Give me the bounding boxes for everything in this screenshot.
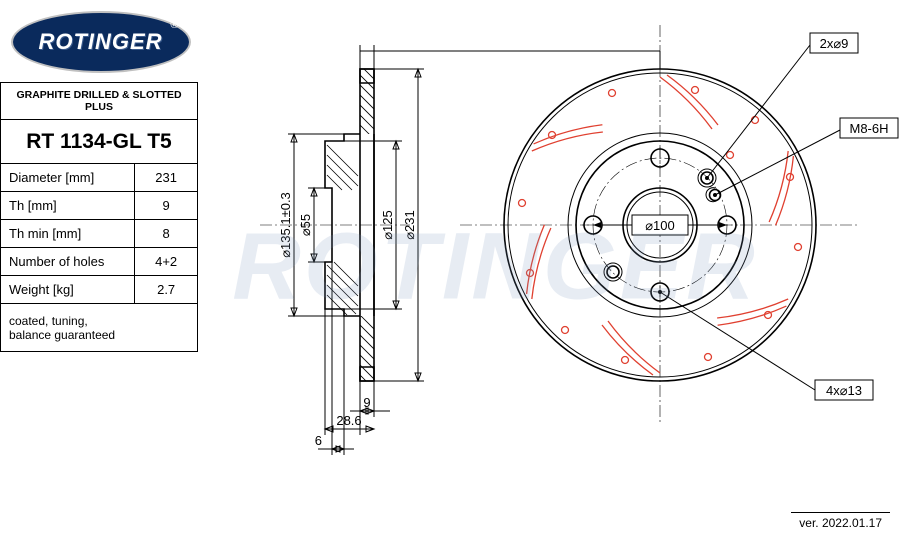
spec-label: Weight [kg] — [1, 276, 135, 304]
front-view: 2x⌀9 M8-6H ⌀100 4x⌀13 — [360, 25, 898, 425]
dim-d135: ⌀135.1±0.3 — [278, 192, 293, 258]
version-label: ver. 2022.01.17 — [791, 512, 890, 530]
spec-header: GRAPHITE DRILLED & SLOTTED PLUS — [1, 83, 198, 120]
part-number: RT 1134-GL T5 — [1, 120, 198, 164]
callout-d100: ⌀100 — [645, 218, 675, 233]
dim-d55: ⌀55 — [298, 214, 313, 236]
spec-value: 2.7 — [135, 276, 198, 304]
callout-4x13: 4x⌀13 — [826, 383, 862, 398]
dim-d125: ⌀125 — [380, 210, 395, 240]
table-row: Th min [mm] 8 — [1, 220, 198, 248]
spec-label: Th min [mm] — [1, 220, 135, 248]
spec-label: Number of holes — [1, 248, 135, 276]
dim-t286: 28.6 — [336, 413, 361, 428]
table-row: Diameter [mm] 231 — [1, 164, 198, 192]
callout-m8: M8-6H — [849, 121, 888, 136]
spec-value: 4+2 — [135, 248, 198, 276]
logo-text: ROTINGER — [38, 29, 162, 55]
spec-value: 8 — [135, 220, 198, 248]
logo-oval: ROTINGER ® — [11, 11, 191, 73]
dim-t9: 9 — [363, 395, 370, 410]
technical-drawing: ⌀135.1±0.3 ⌀55 ⌀125 ⌀231 9 28.6 — [205, 0, 900, 520]
callout-2x9: 2x⌀9 — [820, 36, 849, 51]
spec-label: Diameter [mm] — [1, 164, 135, 192]
dim-t6: 6 — [315, 433, 322, 448]
spec-value: 9 — [135, 192, 198, 220]
registered-mark: ® — [170, 19, 178, 31]
side-view: ⌀135.1±0.3 ⌀55 ⌀125 ⌀231 9 28.6 — [260, 45, 600, 455]
dim-d231: ⌀231 — [402, 210, 417, 240]
spec-table: GRAPHITE DRILLED & SLOTTED PLUS RT 1134-… — [0, 82, 198, 352]
spec-label: Th [mm] — [1, 192, 135, 220]
table-row: Number of holes 4+2 — [1, 248, 198, 276]
spec-value: 231 — [135, 164, 198, 192]
table-row: Weight [kg] 2.7 — [1, 276, 198, 304]
spec-footer: coated, tuning, balance guaranteed — [1, 304, 198, 352]
brand-logo: ROTINGER ® — [8, 8, 193, 76]
table-row: Th [mm] 9 — [1, 192, 198, 220]
